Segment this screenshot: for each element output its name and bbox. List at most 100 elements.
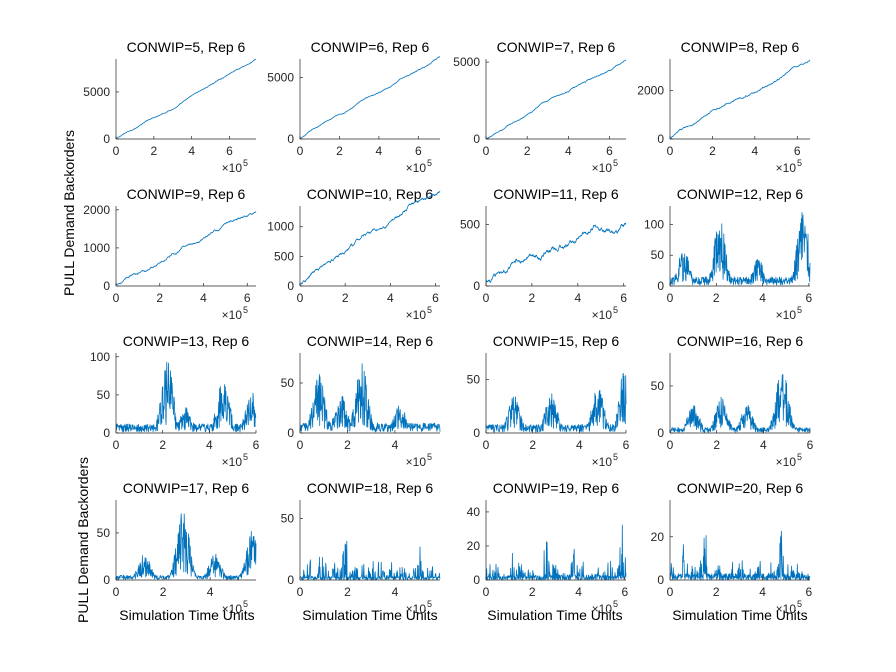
series-line bbox=[299, 540, 441, 581]
x-tick-label: 0 bbox=[113, 144, 120, 158]
y-tick-label: 0 bbox=[657, 279, 664, 293]
subplot-title: CONWIP=13, Rep 6 bbox=[123, 333, 250, 349]
x-exponent-label: ×10 5 bbox=[776, 158, 802, 175]
y-tick-label: 0 bbox=[473, 279, 480, 293]
x-exponent-label: ×10 5 bbox=[406, 452, 432, 469]
y-tick-label: 100 bbox=[90, 350, 110, 364]
x-exponent-label: ×10 5 bbox=[776, 599, 802, 616]
x-tick-label: 6 bbox=[226, 144, 233, 158]
x-tick-label: 0 bbox=[483, 438, 490, 452]
subplot-title: CONWIP=20, Rep 6 bbox=[677, 480, 804, 496]
x-tick-label: 2 bbox=[709, 144, 716, 158]
x-tick-label: 4 bbox=[574, 291, 581, 305]
svg-text:×10: ×10 bbox=[592, 161, 613, 175]
svg-text:5: 5 bbox=[427, 158, 432, 168]
subplot-title: CONWIP=19, Rep 6 bbox=[493, 480, 620, 496]
series-line bbox=[299, 363, 441, 433]
subplot-6: CONWIP=10, Rep 6 0 2 4 6 0 500 1000 ×10 5 bbox=[267, 186, 441, 322]
x-tick-label: 0 bbox=[483, 585, 490, 599]
x-tick-label: 6 bbox=[244, 291, 251, 305]
svg-text:5: 5 bbox=[243, 305, 248, 315]
svg-text:5: 5 bbox=[427, 305, 432, 315]
x-exponent-label: ×10 5 bbox=[592, 599, 618, 616]
svg-text:×10: ×10 bbox=[406, 455, 427, 469]
x-tick-label: 2 bbox=[713, 438, 720, 452]
y-tick-label: 50 bbox=[97, 526, 111, 540]
xlabel-col-3: Simulation Time Units bbox=[487, 607, 622, 623]
y-tick-label: 0 bbox=[657, 573, 664, 587]
xlabel-col-2: Simulation Time Units bbox=[302, 607, 437, 623]
svg-text:×10: ×10 bbox=[592, 602, 613, 616]
subplot-3: CONWIP=7, Rep 6 0 2 4 6 0 5000 ×10 5 bbox=[453, 39, 627, 175]
svg-text:5: 5 bbox=[243, 452, 248, 462]
series-line bbox=[299, 191, 441, 286]
subplot-title: CONWIP=15, Rep 6 bbox=[493, 333, 620, 349]
x-tick-label: 4 bbox=[392, 438, 399, 452]
svg-text:5: 5 bbox=[613, 158, 618, 168]
series-line bbox=[669, 212, 811, 286]
subplot-title: CONWIP=12, Rep 6 bbox=[677, 186, 804, 202]
y-tick-label: 5000 bbox=[453, 55, 480, 69]
x-tick-label: 2 bbox=[529, 291, 536, 305]
subplot-11: CONWIP=15, Rep 6 0 2 4 6 0 50 ×10 5 bbox=[467, 333, 630, 469]
x-tick-label: 6 bbox=[606, 144, 613, 158]
x-tick-label: 4 bbox=[576, 438, 583, 452]
subplot-title: CONWIP=7, Rep 6 bbox=[497, 39, 616, 55]
y-tick-label: 0 bbox=[103, 132, 110, 146]
svg-text:5: 5 bbox=[427, 599, 432, 609]
y-tick-label: 1000 bbox=[267, 220, 294, 234]
x-tick-label: 4 bbox=[752, 144, 759, 158]
x-exponent-label: ×10 5 bbox=[406, 599, 432, 616]
x-tick-label: 4 bbox=[207, 585, 214, 599]
x-tick-label: 2 bbox=[336, 144, 343, 158]
x-tick-label: 6 bbox=[805, 291, 812, 305]
svg-text:5: 5 bbox=[797, 452, 802, 462]
xlabel-col-1: Simulation Time Units bbox=[119, 607, 254, 623]
subplot-9: CONWIP=13, Rep 6 0 2 4 6 0 50 100 ×10 5 bbox=[90, 333, 260, 469]
svg-text:×10: ×10 bbox=[592, 455, 613, 469]
series-line bbox=[115, 58, 257, 140]
svg-text:5: 5 bbox=[797, 305, 802, 315]
x-tick-label: 4 bbox=[575, 585, 582, 599]
x-tick-label: 2 bbox=[524, 144, 531, 158]
svg-text:×10: ×10 bbox=[776, 161, 797, 175]
x-exponent-label: ×10 5 bbox=[592, 158, 618, 175]
x-tick-label: 0 bbox=[297, 438, 304, 452]
x-tick-label: 0 bbox=[297, 291, 304, 305]
y-tick-label: 0 bbox=[103, 573, 110, 587]
x-tick-label: 6 bbox=[794, 144, 801, 158]
y-tick-label: 100 bbox=[644, 217, 664, 231]
subplot-title: CONWIP=17, Rep 6 bbox=[123, 480, 250, 496]
y-tick-label: 50 bbox=[651, 379, 665, 393]
y-tick-label: 2000 bbox=[637, 84, 664, 98]
y-tick-label: 500 bbox=[274, 249, 294, 263]
svg-text:×10: ×10 bbox=[776, 455, 797, 469]
series-line bbox=[485, 524, 627, 581]
x-tick-label: 2 bbox=[344, 585, 351, 599]
x-exponent-label: ×10 5 bbox=[222, 599, 248, 616]
y-tick-label: 50 bbox=[651, 248, 665, 262]
svg-text:×10: ×10 bbox=[222, 602, 243, 616]
x-tick-label: 4 bbox=[188, 144, 195, 158]
x-tick-label: 6 bbox=[415, 144, 422, 158]
series-line bbox=[115, 513, 257, 580]
series-line bbox=[115, 211, 257, 285]
x-tick-label: 0 bbox=[667, 585, 674, 599]
series-line bbox=[669, 374, 811, 433]
x-tick-label: 0 bbox=[113, 585, 120, 599]
x-tick-label: 2 bbox=[529, 438, 536, 452]
subplot-14: CONWIP=18, Rep 6 0 2 4 0 50 ×10 5 bbox=[281, 480, 441, 616]
y-tick-label: 500 bbox=[460, 217, 480, 231]
x-tick-label: 2 bbox=[160, 585, 167, 599]
ylabel-row-4: PULL Demand Backorders bbox=[75, 457, 91, 623]
y-tick-label: 50 bbox=[97, 388, 111, 402]
y-tick-label: 0 bbox=[657, 426, 664, 440]
svg-text:×10: ×10 bbox=[406, 161, 427, 175]
svg-text:×10: ×10 bbox=[776, 308, 797, 322]
x-tick-label: 0 bbox=[483, 144, 490, 158]
y-tick-label: 5000 bbox=[267, 70, 294, 84]
y-tick-label: 0 bbox=[287, 132, 294, 146]
series-line bbox=[669, 530, 811, 581]
x-exponent-label: ×10 5 bbox=[222, 452, 248, 469]
x-tick-label: 6 bbox=[805, 585, 812, 599]
